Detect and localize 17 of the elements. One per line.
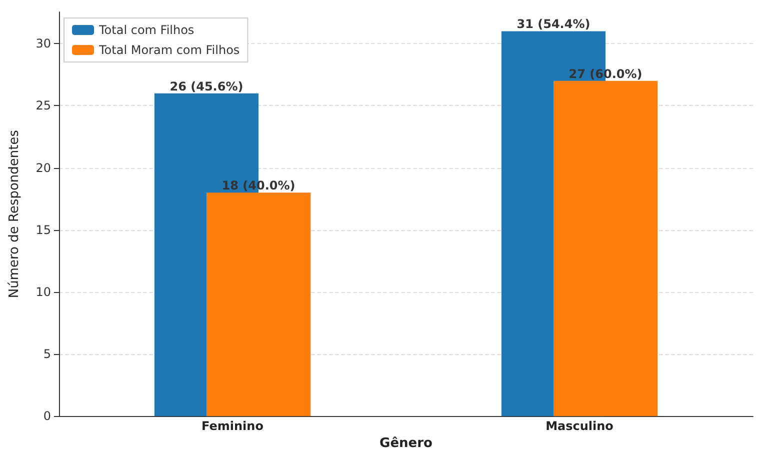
y-axis-title: Número de Respondentes: [7, 130, 22, 298]
bar: [553, 80, 658, 416]
x-tick-label: Feminino: [202, 419, 264, 434]
y-tick-label: 30: [36, 36, 51, 51]
legend-label: Total Moram com Filhos: [98, 43, 240, 57]
y-tick-label: 0: [43, 409, 51, 424]
y-tick-label: 5: [43, 347, 51, 362]
bar: [206, 192, 311, 416]
data-label: 31 (54.4%): [516, 17, 590, 32]
y-tick-label: 20: [36, 160, 51, 175]
x-axis-title: Gênero: [380, 436, 433, 451]
data-label: 26 (45.6%): [170, 79, 244, 94]
y-tick-label: 25: [36, 98, 51, 113]
y-tick-label: 10: [36, 284, 51, 299]
x-tick-label: Masculino: [546, 419, 614, 434]
legend-label: Total com Filhos: [98, 23, 194, 37]
y-tick-label: 15: [36, 222, 51, 237]
